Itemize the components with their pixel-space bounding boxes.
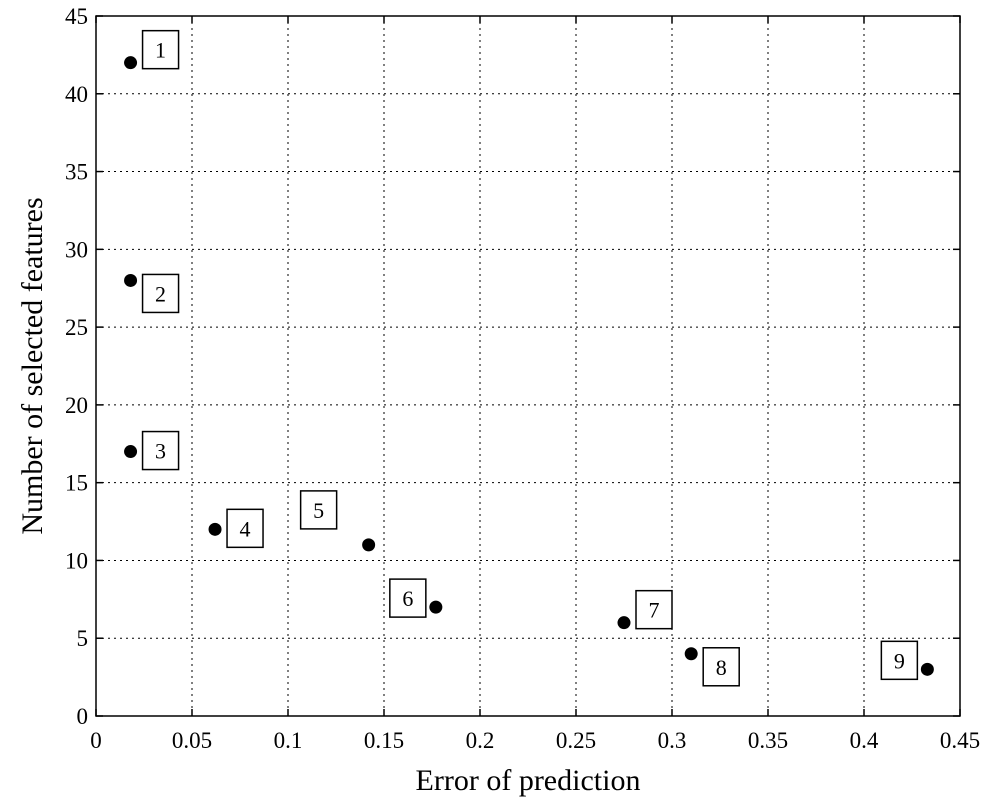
x-tick-labels: 0 0.05 0.1 0.15 0.2 0.25 0.3 0.35 0.4 0.45	[90, 728, 980, 753]
point-label: 5	[313, 498, 324, 523]
x-tick-label: 0.25	[556, 728, 596, 753]
point-label: 2	[155, 281, 166, 306]
data-points: 1 2 3 4 5 6 7 8 9	[124, 29, 934, 687]
ticks	[95, 15, 961, 717]
data-point	[124, 56, 138, 70]
point-label: 9	[894, 648, 905, 673]
y-tick-label: 45	[65, 4, 88, 29]
point-label-box	[880, 640, 919, 681]
x-axis-label: Error of prediction	[416, 764, 641, 797]
grid	[96, 16, 960, 716]
y-tick-labels: 0 5 10 15 20 25 30 35 40 45	[65, 4, 88, 729]
y-tick-label: 40	[65, 82, 88, 107]
data-point	[124, 273, 138, 287]
x-tick-label: 0.05	[172, 728, 212, 753]
data-point	[920, 662, 934, 676]
data-point	[617, 616, 631, 630]
y-axis-label: Number of selected features	[16, 197, 49, 534]
point-label-box	[389, 578, 427, 618]
y-tick-label: 10	[65, 548, 88, 573]
x-tick-label: 0.35	[748, 728, 788, 753]
y-tick-label: 20	[65, 393, 88, 418]
point-label: 6	[402, 586, 413, 611]
point-label: 7	[649, 598, 660, 623]
point-label: 3	[155, 439, 166, 464]
x-tick-label: 0.45	[940, 728, 980, 753]
data-point	[684, 647, 698, 661]
point-label-box	[226, 508, 264, 549]
point-label-box	[635, 589, 673, 630]
point-label-box	[299, 490, 338, 530]
y-tick-label: 25	[65, 315, 88, 340]
point-label-box	[141, 430, 180, 471]
data-point	[124, 445, 138, 459]
point-label: 1	[155, 38, 166, 63]
x-tick-label: 0.15	[364, 728, 404, 753]
x-tick-label: 0.2	[466, 728, 495, 753]
y-tick-label: 15	[65, 471, 88, 496]
x-tick-label: 0	[90, 728, 102, 753]
y-tick-label: 5	[77, 626, 89, 651]
x-tick-label: 0.4	[850, 728, 879, 753]
y-tick-label: 0	[77, 704, 89, 729]
x-tick-label: 0.3	[658, 728, 687, 753]
data-point	[208, 522, 222, 536]
point-label-box	[141, 273, 180, 314]
data-point	[362, 538, 376, 552]
point-label-box	[702, 647, 740, 687]
point-label-box	[141, 29, 180, 70]
y-tick-label: 35	[65, 160, 88, 185]
x-tick-label: 0.1	[274, 728, 303, 753]
point-label: 4	[240, 516, 251, 541]
plot-area-frame	[95, 15, 961, 717]
y-tick-label: 30	[65, 237, 88, 262]
point-label: 8	[716, 655, 727, 680]
data-point	[429, 600, 443, 614]
